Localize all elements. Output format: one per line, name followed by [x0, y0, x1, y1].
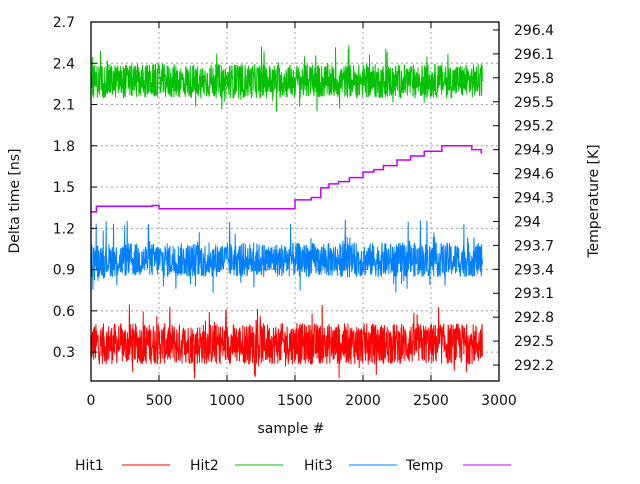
series-hit3 — [90, 219, 483, 293]
y2-axis-label: Temperature [K] — [586, 144, 602, 258]
x-tick-label: 500 — [146, 393, 173, 409]
legend-label-hit1: Hit1 — [75, 458, 104, 474]
y2-tick-label: 294.3 — [514, 191, 554, 207]
legend-label-hit2: Hit2 — [190, 458, 219, 474]
x-tick-label: 2000 — [345, 393, 381, 409]
y2-tick-label: 294.9 — [514, 143, 554, 159]
x-tick-label: 2500 — [413, 393, 449, 409]
y-tick-label: 0.3 — [53, 345, 75, 361]
y-tick-label: 1.2 — [53, 221, 75, 237]
y-tick-label: 1.8 — [53, 139, 75, 155]
plot-lines — [90, 45, 483, 379]
y-tick-label: 2.1 — [53, 98, 75, 114]
x-axis-label: sample # — [257, 421, 324, 437]
x-tick-label: 1000 — [209, 393, 245, 409]
y2-tick-label: 295.5 — [514, 95, 554, 111]
series-hit2 — [90, 45, 483, 112]
legend-label-hit3: Hit3 — [304, 458, 333, 474]
y-tick-label: 0.9 — [53, 263, 75, 279]
y-tick-label: 1.5 — [53, 180, 75, 196]
y2-tick-label: 296.4 — [514, 23, 554, 39]
series-hit1 — [90, 304, 483, 379]
y-tick-label: 2.7 — [53, 15, 75, 31]
y-tick-label: 2.4 — [53, 56, 75, 72]
y2-tick-label: 294 — [514, 214, 541, 230]
y2-tick-label: 294.6 — [514, 167, 554, 183]
y-axis-label: Delta time [ns] — [7, 149, 23, 254]
axis-ticks: 0 500 1000 1500 2000 2500 3000 0.3 0.6 0.9 1.2 1.5 1… — [53, 15, 554, 409]
legend: Hit1 Hit2 Hit3 Temp — [75, 458, 511, 474]
y2-tick-label: 295.8 — [514, 71, 554, 87]
y2-tick-label: 293.1 — [514, 286, 554, 302]
y2-tick-label: 292.5 — [514, 334, 554, 350]
y2-tick-label: 293.7 — [514, 238, 554, 254]
y-tick-label: 0.6 — [53, 304, 75, 320]
y2-tick-label: 292.8 — [514, 310, 554, 326]
legend-label-temp: Temp — [405, 458, 443, 474]
y2-tick-label: 292.2 — [514, 358, 554, 374]
y2-tick-label: 296.1 — [514, 47, 554, 63]
y2-tick-label: 295.2 — [514, 119, 554, 135]
y2-tick-label: 293.4 — [514, 262, 554, 278]
series-temp — [91, 144, 483, 213]
x-tick-label: 3000 — [481, 393, 517, 409]
x-tick-label: 1500 — [277, 393, 313, 409]
x-tick-label: 0 — [87, 393, 96, 409]
